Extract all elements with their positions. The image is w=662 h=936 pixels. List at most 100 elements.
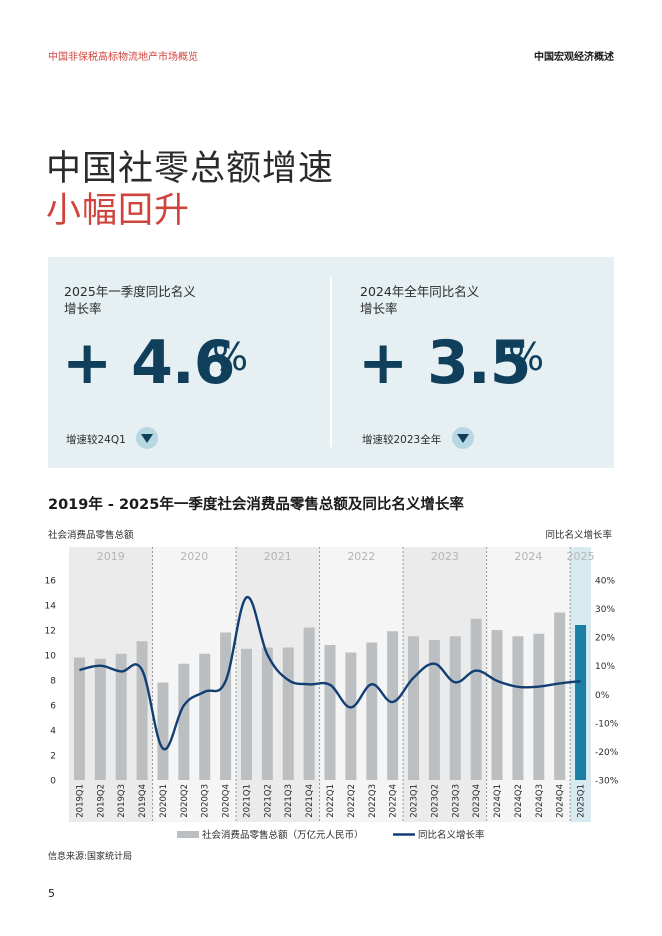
x-tick-2020Q2: 2020Q2 [180, 784, 190, 818]
left-tick-2: 2 [50, 752, 56, 762]
x-tick-2019Q4: 2019Q4 [138, 784, 148, 818]
page-title-line2: 小幅回升 [46, 191, 191, 231]
kpi-year-label-line2: 增长率 [360, 301, 398, 316]
kpi-year-label: 2024年全年同比名义 增长率 [360, 283, 479, 317]
x-tick-2024Q1: 2024Q1 [493, 784, 503, 818]
right-tick--20%: -20% [595, 748, 619, 758]
bar-series [73, 612, 587, 780]
right-tick-40%: 40% [595, 577, 615, 587]
year-label-2020: 2020 [180, 550, 208, 563]
bar-2021Q2 [261, 647, 273, 780]
bar-2019Q4 [136, 641, 148, 780]
legend-bar-label: 社会消费品零售总额（万亿元人民币） [202, 829, 364, 840]
right-axis-title: 同比名义增长率 [545, 530, 612, 541]
kpi-year-arrow-down-icon [452, 427, 474, 449]
x-tick-2023Q3: 2023Q3 [451, 784, 461, 818]
x-tick-labels: 2019Q1 2019Q2 2019Q3 2019Q4 2020Q1 2020Q2 2020… [75, 784, 586, 818]
bar-2024Q3 [533, 633, 545, 780]
left-tick-8: 8 [50, 677, 56, 687]
page-title-line1: 中国社零总额增速 [46, 149, 335, 189]
bar-2023Q3 [449, 636, 461, 780]
right-tick-10%: 10% [595, 662, 615, 672]
kpi-panel: 2025年一季度同比名义 增长率 + 4.6 % 增速较24Q1 2024年全年… [48, 257, 614, 468]
bar-2022Q1 [324, 645, 336, 780]
legend-bar-swatch [177, 831, 199, 838]
x-tick-2023Q4: 2023Q4 [472, 784, 482, 818]
right-tick--10%: -10% [595, 719, 619, 729]
source-note: 信息来源:国家统计局 [48, 852, 133, 862]
left-tick-6: 6 [50, 702, 56, 712]
triangle-down-icon [457, 434, 469, 443]
left-tick-16: 16 [45, 577, 57, 587]
year-label-2022: 2022 [347, 550, 375, 563]
kpi-q1-compare: 增速较24Q1 [66, 434, 126, 446]
bar-2024Q1 [491, 630, 503, 780]
kpi-q1-label-line1: 2025年一季度同比名义 [64, 284, 196, 299]
x-tick-2019Q3: 2019Q3 [117, 784, 127, 818]
year-label-2019: 2019 [97, 550, 125, 563]
x-tick-2021Q4: 2021Q4 [305, 784, 315, 818]
x-tick-2022Q2: 2022Q2 [347, 784, 357, 818]
right-tick-30%: 30% [595, 605, 615, 615]
year-labels: 2019 2020 2021 2022 2023 2024 2025 [97, 550, 595, 563]
kpi-year-value: + 3.5 [358, 328, 531, 398]
bar-2019Q2 [94, 658, 106, 780]
bar-2020Q3 [199, 653, 211, 780]
x-tick-2019Q2: 2019Q2 [96, 784, 106, 818]
x-tick-2021Q1: 2021Q1 [242, 784, 252, 818]
x-tick-2023Q2: 2023Q2 [430, 784, 440, 818]
x-tick-2024Q4: 2024Q4 [556, 784, 566, 818]
x-tick-2022Q3: 2022Q3 [368, 784, 378, 818]
axes: 0 2 4 6 8 10 12 14 16 -30% -20% -10% 0% 10% 20% 30% 40% [45, 577, 619, 787]
left-tick-4: 4 [50, 727, 56, 737]
bar-2020Q4 [220, 632, 232, 780]
bar-2024Q2 [512, 636, 524, 780]
kpi-q1-label: 2025年一季度同比名义 增长率 [64, 283, 196, 317]
line-series [79, 596, 581, 751]
bar-2021Q3 [282, 647, 294, 780]
x-tick-2021Q2: 2021Q2 [263, 784, 273, 818]
x-tick-2020Q1: 2020Q1 [159, 784, 169, 818]
bar-2021Q1 [240, 648, 252, 780]
left-tick-0: 0 [50, 777, 56, 787]
triangle-down-icon [141, 434, 153, 443]
bar-2019Q3 [115, 653, 127, 780]
bar-2019Q1 [73, 657, 85, 780]
bar-2022Q3 [366, 642, 378, 780]
chart-title: 2019年 - 2025年一季度社会消费品零售总额及同比名义增长率 [48, 497, 464, 513]
x-tick-2022Q1: 2022Q1 [326, 784, 336, 818]
kpi-year-label-line1: 2024年全年同比名义 [360, 284, 480, 299]
bar-2024Q4 [554, 612, 566, 780]
bar-2022Q2 [345, 652, 357, 780]
year-label-2023: 2023 [431, 550, 459, 563]
bar-2023Q2 [428, 640, 440, 780]
legend-line-label: 同比名义增长率 [418, 829, 485, 840]
x-tick-2024Q3: 2024Q3 [535, 784, 545, 818]
kpi-q1-unit: % [212, 335, 249, 379]
kpi-q1-label-line2: 增长率 [64, 301, 102, 316]
kpi-year-compare: 增速较2023全年 [362, 434, 442, 446]
bar-2022Q4 [387, 631, 399, 780]
right-tick-20%: 20% [595, 634, 615, 644]
left-tick-12: 12 [45, 627, 56, 637]
page-number: 5 [48, 887, 55, 900]
bar-2021Q4 [303, 627, 315, 780]
kpi-q1-value: + 4.6 [62, 328, 235, 398]
left-tick-10: 10 [45, 652, 57, 662]
year-label-2024: 2024 [514, 550, 542, 563]
bar-2020Q1 [157, 682, 169, 780]
bar-2020Q2 [178, 663, 190, 780]
right-tick-0%: 0% [595, 691, 610, 701]
x-tick-2025Q1: 2025Q1 [577, 784, 587, 818]
x-tick-2022Q4: 2022Q4 [389, 784, 399, 818]
kpi-year-unit: % [508, 335, 545, 379]
right-tick--30%: -30% [595, 777, 619, 787]
retail-sales-chart: 2019 2020 2021 2022 2023 2024 2025 0 2 4 6 8 10 12 14… [45, 547, 619, 840]
bar-2025Q1 [575, 625, 587, 780]
year-label-2021: 2021 [264, 550, 292, 563]
kpi-divider [330, 277, 332, 447]
bar-2023Q4 [470, 618, 482, 780]
x-tick-2023Q1: 2023Q1 [410, 784, 420, 818]
x-tick-2019Q1: 2019Q1 [75, 784, 85, 818]
legend: 社会消费品零售总额（万亿元人民币） 同比名义增长率 [177, 829, 485, 840]
